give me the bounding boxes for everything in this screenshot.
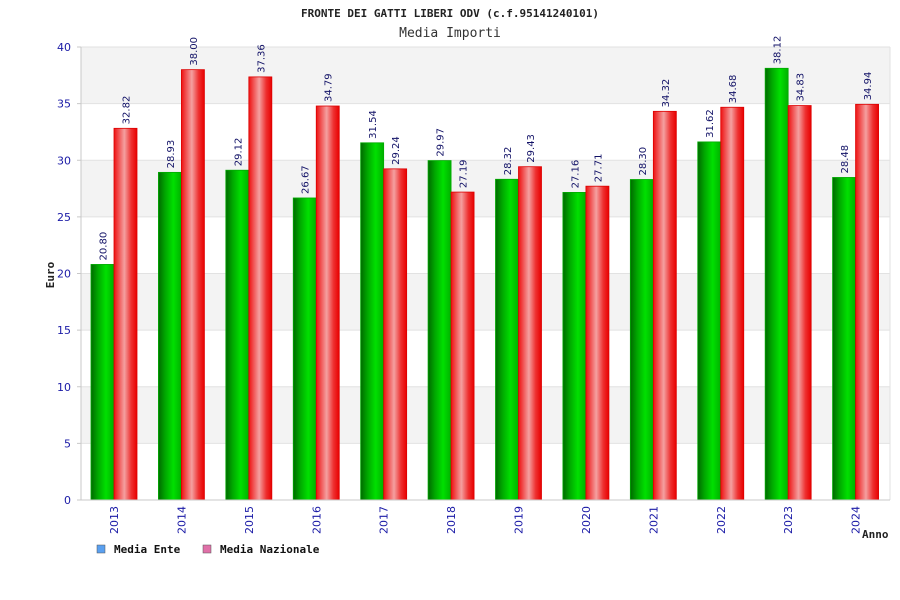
value-label-media-ente: 29.97 [436,128,447,157]
x-tick-label: 2017 [378,506,391,534]
legend-label-media-ente: Media Ente [114,543,181,556]
value-label-media-ente: 28.48 [840,145,851,174]
bar-media-nazionale [787,105,812,501]
grid-band [81,386,890,444]
y-axis-ticks: 0 5 10 15 20 25 30 35 40 [57,41,81,507]
bar-media-ente [562,192,587,501]
value-label-media-nazionale: 38.00 [189,37,200,66]
chart-subtitle: Media Importi [399,26,501,41]
grid-band [81,47,890,104]
y-tick-label: 25 [57,211,71,224]
value-label-media-nazionale: 34.94 [863,72,874,101]
bar-media-ente [158,171,182,501]
value-label-media-ente: 27.16 [570,160,581,189]
bar-media-ente [90,264,115,501]
bar-media-nazionale [181,69,205,501]
value-label-media-nazionale: 29.43 [526,134,537,163]
bar-media-nazionale [855,103,879,501]
chart-title: FRONTE DEI GATTI LIBERI ODV (c.f.9514124… [301,7,599,20]
plot-background [81,46,891,501]
grid-band [81,443,890,500]
bar-media-nazionale [248,76,273,501]
x-tick-label: 2018 [445,506,458,534]
legend-swatch-media-nazionale [202,544,212,554]
bar-media-nazionale [652,110,677,501]
y-axis-title: Euro [44,261,57,288]
value-label-media-ente: 31.54 [368,110,379,139]
x-tick-label: 2014 [175,506,188,534]
value-label-media-ente: 20.80 [99,232,110,261]
value-label-media-nazionale: 34.32 [661,79,672,108]
bar-media-ente [360,142,385,501]
value-label-media-nazionale: 32.82 [122,96,133,125]
value-label-media-nazionale: 37.36 [256,44,267,73]
grid-band [81,216,890,274]
legend-swatch-media-ente [96,544,106,554]
x-axis-title: Anno [862,528,889,541]
y-tick-label: 10 [57,381,71,394]
grid-band [81,103,890,161]
y-tick-label: 15 [57,324,71,337]
y-tick-label: 30 [57,154,71,167]
value-label-media-nazionale: 29.24 [391,136,402,165]
value-label-media-nazionale: 34.83 [796,73,807,102]
value-label-media-ente: 28.93 [166,140,177,169]
y-tick-label: 35 [57,98,71,111]
y-tick-label: 40 [57,41,71,54]
bar-media-nazionale [315,105,340,501]
x-tick-label: 2015 [243,506,256,534]
bar-media-nazionale [450,191,475,501]
value-label-media-nazionale: 34.79 [324,73,335,102]
x-tick-label: 2023 [782,506,795,534]
bar-media-ente [427,160,452,501]
x-tick-label: 2019 [513,506,526,534]
value-labels: 20.80 32.82 28.93 38.00 29.12 37.36 26.67 34.79… [99,36,875,261]
x-axis-ticks: 2013 2014 2015 2016 2017 2018 2019 2020 2021 2022… [108,506,863,534]
x-tick-label: 2016 [310,506,323,534]
bar-media-ente [697,141,722,501]
bar-media-ente [495,178,519,501]
value-label-media-ente: 28.32 [503,147,514,176]
bar-media-ente [292,197,317,501]
value-label-media-ente: 26.67 [301,165,312,194]
value-label-media-nazionale: 34.68 [728,75,739,104]
x-tick-label: 2022 [715,506,728,534]
value-label-media-nazionale: 27.71 [593,154,604,183]
bar-media-ente [225,169,250,501]
bar-media-nazionale [518,166,542,501]
value-label-media-ente: 38.12 [773,36,784,65]
y-tick-label: 20 [57,268,71,281]
x-tick-label: 2013 [108,506,121,534]
grid-band [81,160,890,217]
value-label-media-ente: 28.30 [638,147,649,176]
bar-media-nazionale [113,127,138,501]
value-label-media-ente: 31.62 [705,109,716,138]
bar-media-ente [832,177,856,501]
x-tick-label: 2021 [647,506,660,534]
grid-band [81,273,890,331]
bar-media-nazionale [383,168,408,501]
bar-media-ente [629,179,654,501]
x-tick-label: 2024 [850,506,863,534]
bar-media-nazionale [585,185,610,501]
value-label-media-nazionale: 27.19 [459,159,470,188]
bars [90,67,879,501]
grid-band [81,330,890,387]
y-tick-label: 0 [64,494,71,507]
bar-media-ente [764,67,789,501]
legend-label-media-nazionale: Media Nazionale [220,543,320,556]
legend: Media Ente Media Nazionale [96,543,320,556]
value-label-media-ente: 29.12 [233,138,244,167]
x-tick-label: 2020 [580,506,593,534]
bar-media-nazionale [720,106,745,501]
y-tick-label: 5 [64,437,71,450]
